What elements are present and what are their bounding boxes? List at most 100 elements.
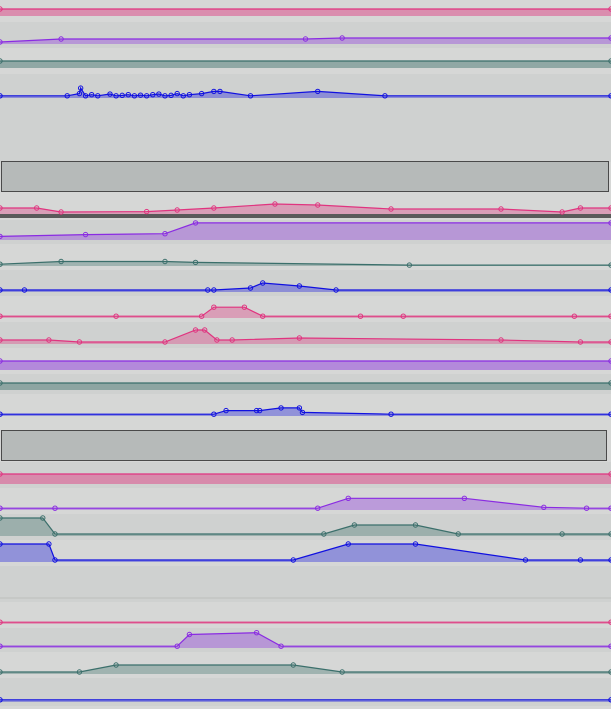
- lane-teal-4[interactable]: [0, 515, 611, 537]
- point-icon[interactable]: [186, 631, 193, 638]
- point-icon[interactable]: [58, 209, 64, 215]
- point-icon[interactable]: [162, 231, 168, 237]
- point-icon[interactable]: [0, 233, 3, 240]
- point-icon[interactable]: [88, 92, 95, 98]
- point-icon[interactable]: [52, 505, 58, 511]
- point-icon[interactable]: [21, 287, 28, 293]
- lane-pink-4[interactable]: [0, 327, 611, 345]
- point-icon[interactable]: [256, 407, 263, 414]
- point-icon[interactable]: [131, 93, 138, 99]
- point-icon[interactable]: [498, 206, 504, 212]
- point-icon[interactable]: [211, 88, 217, 95]
- point-icon[interactable]: [107, 91, 113, 97]
- point-icon[interactable]: [315, 505, 321, 511]
- point-icon[interactable]: [52, 557, 58, 563]
- point-icon[interactable]: [290, 662, 296, 668]
- point-icon[interactable]: [461, 495, 468, 501]
- point-icon[interactable]: [253, 630, 260, 636]
- point-icon[interactable]: [95, 93, 101, 99]
- point-icon[interactable]: [223, 407, 229, 414]
- point-icon[interactable]: [192, 220, 199, 226]
- point-icon[interactable]: [296, 283, 303, 289]
- point-icon[interactable]: [406, 262, 413, 268]
- point-icon[interactable]: [162, 93, 168, 99]
- point-icon[interactable]: [217, 88, 223, 95]
- point-icon[interactable]: [290, 557, 296, 563]
- lane-pink-3[interactable]: [0, 304, 611, 319]
- point-icon[interactable]: [455, 531, 461, 537]
- point-icon[interactable]: [162, 339, 168, 345]
- point-icon[interactable]: [522, 557, 529, 563]
- point-icon[interactable]: [260, 280, 266, 286]
- lane-purple-3[interactable]: [0, 358, 611, 370]
- point-icon[interactable]: [315, 202, 321, 208]
- point-icon[interactable]: [583, 505, 590, 511]
- point-icon[interactable]: [0, 619, 3, 625]
- point-icon[interactable]: [0, 205, 3, 211]
- point-icon[interactable]: [0, 358, 3, 364]
- point-icon[interactable]: [345, 541, 351, 547]
- lane-purple-1[interactable]: [0, 35, 611, 45]
- point-icon[interactable]: [253, 407, 260, 414]
- point-icon[interactable]: [333, 287, 339, 293]
- lane-teal-3[interactable]: [0, 380, 611, 390]
- point-icon[interactable]: [82, 93, 89, 99]
- point-icon[interactable]: [113, 662, 119, 668]
- point-icon[interactable]: [76, 669, 83, 675]
- point-icon[interactable]: [0, 515, 3, 521]
- point-icon[interactable]: [211, 411, 217, 417]
- point-icon[interactable]: [0, 6, 3, 12]
- point-icon[interactable]: [412, 541, 419, 547]
- lane-pink-1[interactable]: [0, 6, 611, 16]
- point-icon[interactable]: [40, 515, 46, 521]
- point-icon[interactable]: [0, 505, 3, 511]
- lane-teal-5[interactable]: [0, 662, 611, 675]
- point-icon[interactable]: [278, 643, 284, 649]
- point-icon[interactable]: [58, 258, 64, 265]
- point-icon[interactable]: [296, 405, 303, 411]
- point-icon[interactable]: [571, 313, 578, 319]
- point-icon[interactable]: [302, 36, 309, 42]
- point-icon[interactable]: [541, 504, 547, 510]
- point-icon[interactable]: [247, 285, 254, 291]
- point-icon[interactable]: [351, 522, 358, 528]
- point-icon[interactable]: [299, 409, 306, 416]
- point-icon[interactable]: [211, 287, 217, 293]
- point-icon[interactable]: [64, 93, 70, 99]
- lane-blue-5[interactable]: [0, 697, 611, 703]
- point-icon[interactable]: [400, 313, 406, 319]
- point-icon[interactable]: [143, 93, 150, 99]
- point-icon[interactable]: [0, 411, 3, 417]
- point-icon[interactable]: [577, 557, 584, 563]
- point-icon[interactable]: [241, 304, 248, 310]
- point-icon[interactable]: [0, 337, 3, 343]
- point-icon[interactable]: [412, 522, 419, 528]
- clip-region[interactable]: [1, 161, 609, 192]
- point-icon[interactable]: [0, 261, 3, 267]
- point-icon[interactable]: [498, 337, 504, 343]
- point-icon[interactable]: [247, 93, 254, 99]
- point-icon[interactable]: [211, 205, 217, 211]
- point-icon[interactable]: [150, 92, 156, 98]
- point-icon[interactable]: [46, 541, 52, 547]
- point-icon[interactable]: [321, 531, 327, 537]
- clip-region[interactable]: [1, 430, 607, 461]
- point-icon[interactable]: [229, 337, 235, 343]
- point-icon[interactable]: [0, 669, 3, 675]
- point-icon[interactable]: [174, 90, 180, 97]
- point-icon[interactable]: [577, 339, 584, 345]
- point-icon[interactable]: [76, 90, 83, 97]
- point-icon[interactable]: [0, 541, 3, 547]
- lane-teal-1[interactable]: [0, 58, 611, 68]
- point-icon[interactable]: [162, 258, 168, 265]
- point-icon[interactable]: [0, 39, 3, 45]
- point-icon[interactable]: [174, 207, 180, 213]
- lane-purple-2[interactable]: [0, 220, 611, 240]
- point-icon[interactable]: [186, 92, 193, 98]
- lane-blue-3[interactable]: [0, 405, 611, 417]
- point-icon[interactable]: [0, 697, 3, 703]
- point-icon[interactable]: [119, 92, 125, 99]
- point-icon[interactable]: [46, 337, 52, 343]
- lane-blue-4[interactable]: [0, 541, 611, 563]
